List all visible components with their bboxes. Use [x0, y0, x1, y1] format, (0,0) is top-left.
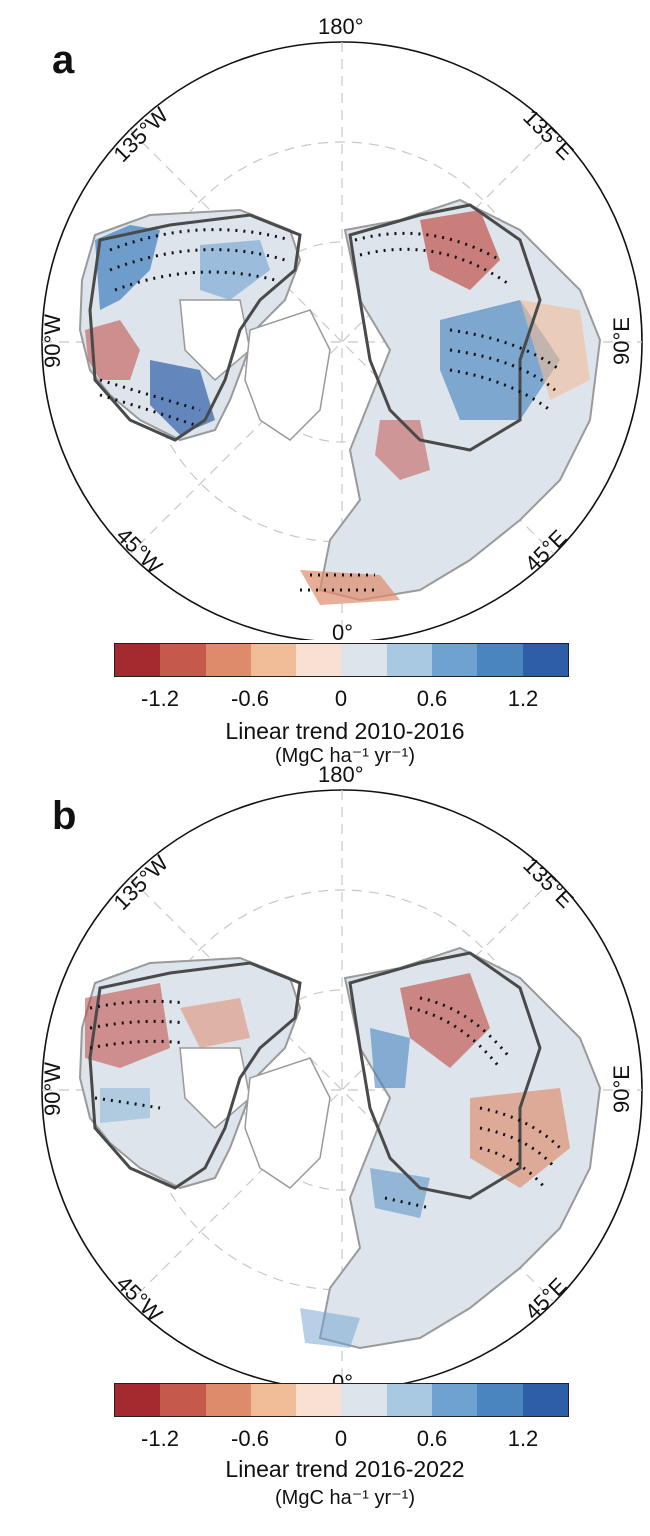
colorbar-swatch: [386, 1384, 433, 1416]
colorbar-swatch: [115, 644, 161, 676]
colorbar-swatch: [522, 644, 568, 676]
colorbar-swatch: [341, 1384, 387, 1416]
colorbar-swatch: [477, 644, 523, 676]
colorbar-swatch: [522, 1384, 568, 1416]
colorbar-tick: 1.2: [507, 686, 539, 711]
colorbar-tick: 0.6: [416, 1426, 448, 1451]
lon-label-90e: 90°E: [608, 317, 634, 365]
lon-label-180: 180°: [318, 762, 364, 787]
colorbar: [114, 1383, 569, 1417]
lon-label-90e: 90°E: [608, 1065, 634, 1113]
colorbar-swatch: [432, 644, 478, 676]
colorbar-tick: -0.6: [231, 1426, 269, 1451]
lon-label-90w: 90°W: [40, 1061, 66, 1117]
colorbar-title: Linear trend 2016-2022: [225, 1456, 465, 1482]
greenland: [244, 309, 331, 441]
colorbar-swatch: [341, 644, 387, 676]
boreal-outline: [88, 203, 542, 452]
colorbar-swatch: [296, 644, 342, 676]
polar-map: [41, 789, 643, 1391]
colorbar-tick: 0: [334, 686, 348, 711]
lon-label-0: 0°: [332, 620, 354, 645]
eurasia-landmass: [300, 946, 602, 1350]
panel-label: b: [52, 794, 77, 838]
polar-map: [41, 41, 643, 640]
colorbar-swatch: [386, 644, 433, 676]
colorbar-swatch: [205, 644, 251, 676]
colorbar-units: (MgC ha⁻¹ yr⁻¹): [275, 1487, 415, 1509]
lon-label-180: 180°: [318, 14, 364, 39]
significance-dots: [89, 996, 562, 1210]
panel-b: b: [0, 764, 650, 1536]
boreal-outline: [88, 951, 542, 1200]
colorbar-swatch: [250, 1384, 297, 1416]
colorbar-swatch: [160, 644, 206, 676]
colorbar-tick: -1.2: [141, 686, 179, 711]
colorbar-swatch: [296, 1384, 342, 1416]
significance-dots: [99, 228, 561, 592]
colorbar-swatch: [477, 1384, 523, 1416]
colorbar: [114, 643, 569, 677]
colorbar-title: Linear trend 2010-2016: [225, 718, 465, 744]
colorbar-units: (MgC ha⁻¹ yr⁻¹): [275, 745, 415, 767]
colorbar-swatch: [250, 644, 297, 676]
colorbar-swatch: [205, 1384, 251, 1416]
colorbar-tick: 0: [334, 1426, 348, 1451]
colorbar-tick: 0.6: [416, 686, 448, 711]
colorbar-swatch: [115, 1384, 161, 1416]
greenland: [244, 1057, 331, 1189]
panel-label: a: [52, 38, 75, 82]
colorbar-swatch: [160, 1384, 206, 1416]
panel-a: a: [40, 14, 643, 767]
colorbar-tick: 1.2: [507, 1426, 539, 1451]
colorbar-tick: -1.2: [141, 1426, 179, 1451]
colorbar-tick: -0.6: [231, 686, 269, 711]
colorbar-swatch: [432, 1384, 478, 1416]
lon-label-90w: 90°W: [40, 313, 66, 369]
